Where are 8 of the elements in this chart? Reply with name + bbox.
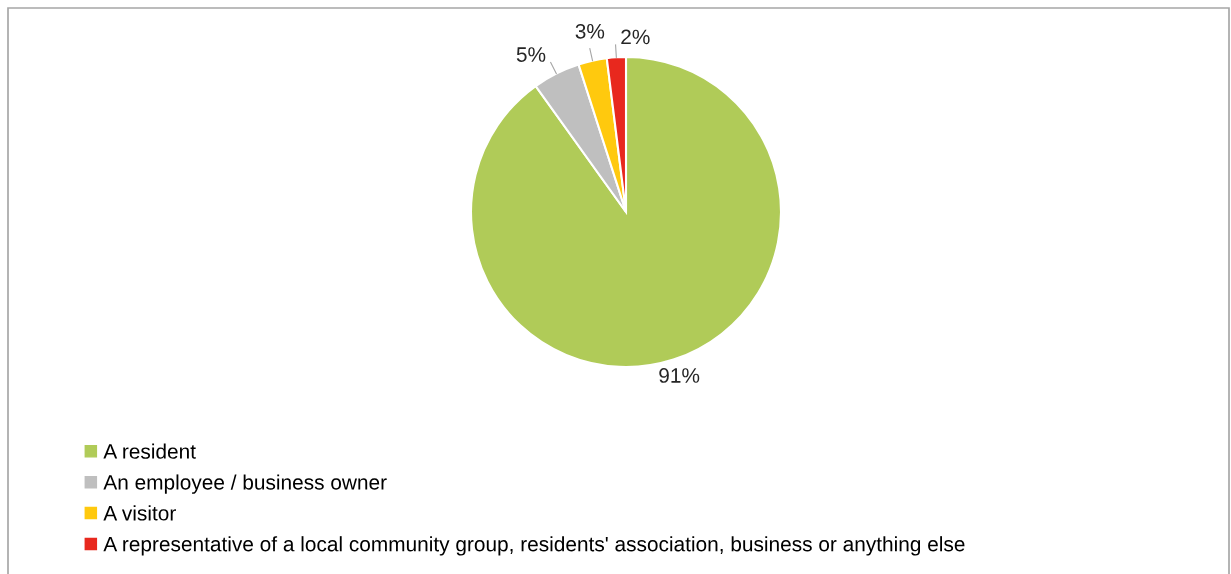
data-label: 3% [575,23,605,39]
legend-label: A resident [103,443,196,459]
data-label: 2% [621,29,650,45]
data-label: 91% [659,368,700,383]
legend-label: A representative of a local community group, residents' association, business or anything else [103,536,965,556]
data-label: 5% [516,47,546,62]
legend-label: An employee / business owner [103,474,387,494]
legend-label: A visitor [103,505,176,521]
